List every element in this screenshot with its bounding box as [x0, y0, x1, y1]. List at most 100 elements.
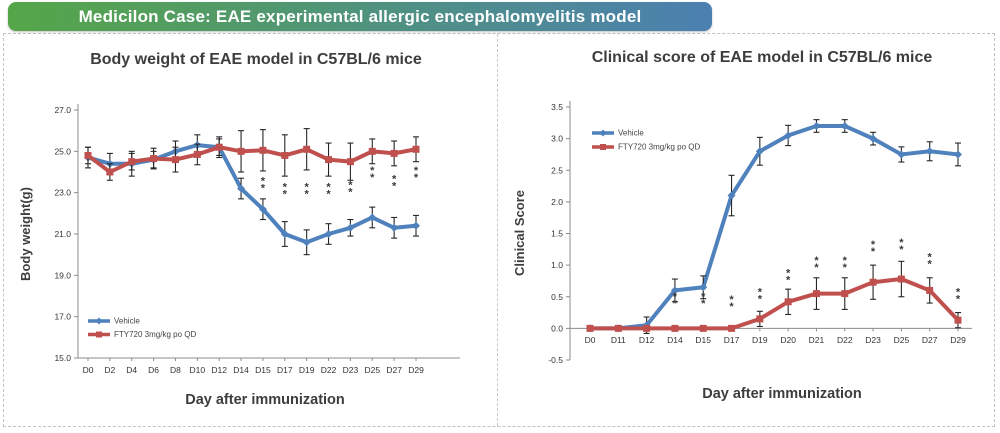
svg-text:D22: D22 [321, 365, 337, 375]
svg-text:*: * [673, 298, 678, 310]
svg-text:*: * [814, 255, 819, 267]
content-panel-border [3, 33, 995, 427]
svg-text:*: * [392, 180, 397, 192]
header-banner: Medicilon Case: EAE experimental allergi… [8, 2, 712, 31]
svg-text:D15: D15 [695, 335, 711, 345]
svg-text:*: * [370, 165, 375, 177]
svg-text:*: * [283, 189, 288, 201]
svg-text:Vehicle: Vehicle [618, 129, 644, 138]
svg-text:D11: D11 [611, 335, 626, 345]
svg-text:D2: D2 [104, 365, 115, 375]
svg-text:*: * [414, 172, 419, 184]
svg-text:D0: D0 [585, 335, 596, 345]
svg-text:0.0: 0.0 [551, 323, 563, 333]
svg-text:*: * [326, 189, 331, 201]
svg-text:FTY720 3mg/kg po QD: FTY720 3mg/kg po QD [618, 143, 700, 152]
svg-text:D4: D4 [126, 365, 137, 375]
svg-text:D23: D23 [343, 365, 359, 375]
svg-text:*: * [956, 286, 961, 298]
svg-text:*: * [392, 173, 397, 185]
svg-text:D29: D29 [408, 365, 424, 375]
svg-text:D17: D17 [724, 335, 740, 345]
svg-text:*: * [729, 301, 734, 313]
svg-text:27.0: 27.0 [54, 105, 71, 115]
svg-text:D12: D12 [639, 335, 655, 345]
svg-text:*: * [261, 182, 266, 194]
svg-text:D22: D22 [837, 335, 853, 345]
svg-text:*: * [899, 244, 904, 256]
svg-text:*: * [348, 187, 353, 199]
svg-text:D20: D20 [780, 335, 796, 345]
svg-text:*: * [814, 262, 819, 274]
svg-text:D6: D6 [148, 365, 159, 375]
svg-text:*: * [956, 293, 961, 305]
svg-text:21.0: 21.0 [54, 229, 71, 239]
svg-text:2.5: 2.5 [551, 165, 563, 175]
svg-text:D25: D25 [364, 365, 380, 375]
svg-text:Day after immunization: Day after immunization [702, 386, 862, 402]
svg-text:Body weight(g): Body weight(g) [18, 187, 33, 281]
svg-text:*: * [673, 291, 678, 303]
svg-text:Day after immunization: Day after immunization [185, 392, 345, 408]
svg-text:D8: D8 [170, 365, 181, 375]
svg-text:*: * [348, 180, 353, 192]
svg-text:2.0: 2.0 [551, 197, 563, 207]
svg-text:*: * [928, 259, 933, 271]
panel-divider [497, 34, 498, 426]
svg-text:Clinical score of EAE model in: Clinical score of EAE model in C57BL/6 m… [592, 49, 933, 66]
svg-text:*: * [261, 175, 266, 187]
svg-text:D27: D27 [386, 365, 402, 375]
svg-text:D19: D19 [752, 335, 768, 345]
svg-text:*: * [758, 286, 763, 298]
svg-text:25.0: 25.0 [54, 146, 71, 156]
svg-text:*: * [283, 182, 288, 194]
svg-text:-0.5: -0.5 [548, 355, 563, 365]
svg-text:3.5: 3.5 [551, 102, 563, 112]
svg-text:Clinical Score: Clinical Score [512, 190, 527, 276]
svg-text:17.0: 17.0 [54, 312, 71, 322]
svg-text:FTY720 3mg/kg po QD: FTY720 3mg/kg po QD [114, 330, 196, 339]
svg-text:D21: D21 [809, 335, 825, 345]
svg-text:D27: D27 [922, 335, 938, 345]
svg-text:*: * [414, 165, 419, 177]
svg-text:*: * [928, 252, 933, 264]
svg-text:*: * [899, 237, 904, 249]
svg-text:*: * [326, 182, 331, 194]
svg-text:*: * [305, 189, 310, 201]
svg-text:*: * [701, 291, 706, 303]
svg-text:Vehicle: Vehicle [114, 317, 140, 326]
svg-text:D15: D15 [255, 365, 271, 375]
svg-text:Body weight of EAE model in C5: Body weight of EAE model in C57BL/6 mice [90, 51, 422, 68]
svg-text:19.0: 19.0 [54, 270, 71, 280]
svg-text:1.0: 1.0 [551, 260, 563, 270]
svg-text:D17: D17 [277, 365, 293, 375]
body-weight-chart: Body weight of EAE model in C57BL/6 mice… [10, 40, 490, 430]
clinical-score-chart-svg: Clinical score of EAE model in C57BL/6 m… [512, 49, 972, 402]
svg-text:15.0: 15.0 [54, 353, 71, 363]
svg-text:*: * [843, 262, 848, 274]
svg-text:D10: D10 [190, 365, 206, 375]
svg-text:3.0: 3.0 [551, 134, 563, 144]
svg-text:23.0: 23.0 [54, 188, 71, 198]
svg-text:D12: D12 [211, 365, 227, 375]
svg-text:*: * [729, 294, 734, 306]
svg-text:D14: D14 [667, 335, 683, 345]
svg-text:D19: D19 [299, 365, 315, 375]
svg-text:0.5: 0.5 [551, 292, 563, 302]
clinical-score-chart: Clinical score of EAE model in C57BL/6 m… [500, 40, 995, 430]
svg-text:*: * [305, 182, 310, 194]
svg-text:D0: D0 [83, 365, 94, 375]
svg-text:D23: D23 [865, 335, 881, 345]
svg-text:*: * [843, 255, 848, 267]
svg-text:*: * [370, 172, 375, 184]
header-title: Medicilon Case: EAE experimental allergi… [78, 6, 642, 26]
svg-text:1.5: 1.5 [551, 229, 563, 239]
svg-text:*: * [871, 239, 876, 251]
svg-text:D14: D14 [233, 365, 249, 375]
svg-text:D29: D29 [950, 335, 966, 345]
svg-text:*: * [701, 298, 706, 310]
body-weight-chart-svg: Body weight of EAE model in C57BL/6 mice… [18, 51, 460, 408]
svg-text:D25: D25 [894, 335, 910, 345]
svg-text:*: * [786, 268, 791, 280]
svg-text:*: * [758, 293, 763, 305]
